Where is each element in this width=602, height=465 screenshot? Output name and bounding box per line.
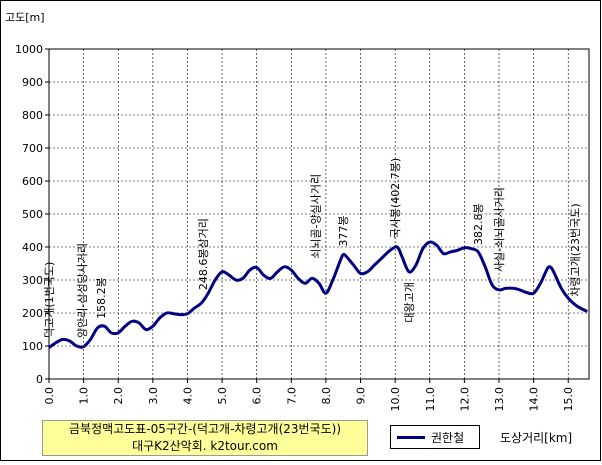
y-tick-label: 0 — [36, 373, 43, 386]
x-tick-label: 8.0 — [320, 387, 333, 405]
chart-title-line-1: 금북정맥고도표-05구간-(덕고개-차령고개(23번국도)) — [68, 422, 342, 436]
annotation-label: 대왕고개 — [403, 282, 416, 322]
x-tick-label: 14.0 — [528, 387, 541, 412]
x-tick-label: 11.0 — [424, 387, 437, 412]
annotation-label: 양안리-삼성당사거리 — [76, 243, 89, 338]
axis-layer: 0 100 200 300 400 500 600 700 800 900 1000 0.0 1.0 2.… — [15, 43, 575, 412]
x-tick-label: 5.0 — [216, 387, 229, 405]
series-layer — [48, 240, 588, 349]
annotation-label: 382.8봉 — [472, 203, 485, 245]
y-tick-label: 200 — [22, 307, 43, 320]
x-tick-label: 10.0 — [389, 387, 402, 412]
legend-series-name: 권한철 — [431, 430, 465, 445]
y-tick-label: 700 — [22, 142, 43, 155]
y-tick-label: 800 — [22, 109, 43, 122]
annotation-label: 쇠뇌골-양실사거리 — [310, 174, 323, 259]
y-tick-label: 600 — [22, 175, 43, 188]
legend-swatch — [397, 435, 425, 439]
x-tick-label: 1.0 — [78, 387, 91, 405]
annotation-layer: 덕고개(1번국도) 양안리-삼성당사거리 158.2봉 248.6봉삼거리 쇠뇌골-양실… — [43, 158, 582, 338]
series-line — [48, 240, 588, 349]
x-tick-label: 2.0 — [112, 387, 125, 405]
legend: 권한철 — [390, 425, 480, 449]
x-tick-label: 0.0 — [43, 387, 56, 405]
x-tick-label: 9.0 — [355, 387, 368, 405]
annotation-label: 248.6봉삼거리 — [197, 218, 210, 290]
y-tick-label: 400 — [22, 241, 43, 254]
y-axis-label: 고도[m] — [5, 11, 45, 24]
annotation-label: 덕고개(1번국도) — [43, 262, 56, 338]
x-axis-label: 도상거리[km] — [500, 431, 573, 445]
annotation-label: 158.2봉 — [95, 277, 108, 319]
annotation-label: 국사봉(402.7봉) — [389, 158, 402, 239]
x-tick-label: 6.0 — [251, 387, 264, 405]
chart-title-line-2: 대구K2산악회. k2tour.com — [132, 439, 278, 453]
x-tick-label: 12.0 — [458, 387, 471, 412]
y-tick-label: 1000 — [15, 43, 43, 56]
x-tick-label: 3.0 — [147, 387, 160, 405]
x-tick-label: 7.0 — [285, 387, 298, 405]
annotation-label: 사실-쇠뇌골사거리 — [493, 187, 506, 272]
annotation-label: 차령고개(23번국도) — [569, 203, 582, 296]
annotation-label: 377봉 — [337, 215, 350, 246]
chart-title-box: 금북정맥고도표-05구간-(덕고개-차령고개(23번국도)) 대구K2산악회. … — [42, 420, 368, 456]
y-tick-label: 300 — [22, 274, 43, 287]
y-tick-label: 900 — [22, 76, 43, 89]
x-tick-label: 15.0 — [562, 387, 575, 412]
x-tick-label: 4.0 — [181, 387, 194, 405]
y-tick-label: 100 — [22, 340, 43, 353]
x-tick-label: 13.0 — [493, 387, 506, 412]
y-tick-label: 500 — [22, 208, 43, 221]
